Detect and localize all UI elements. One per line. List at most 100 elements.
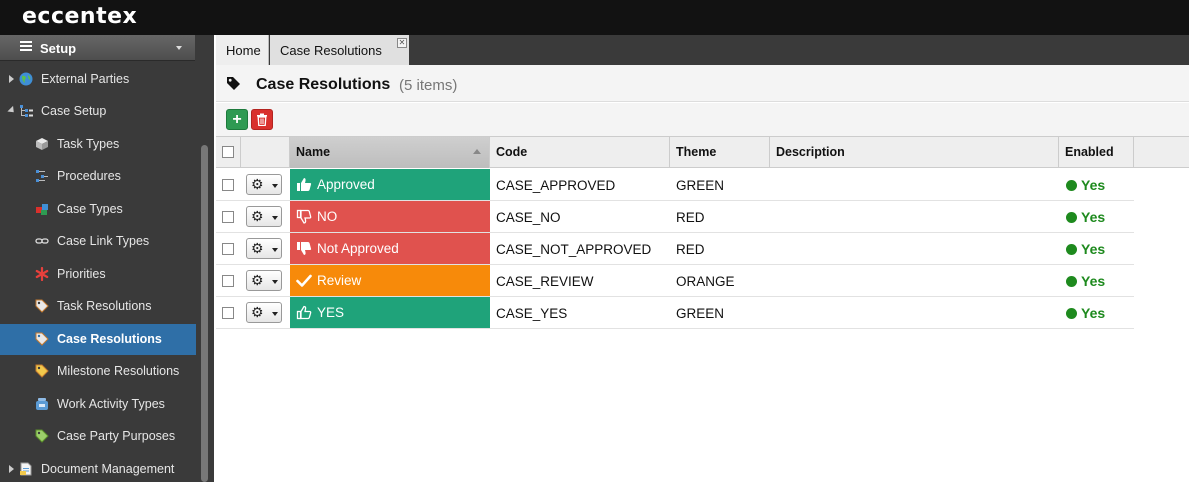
row-actions-button[interactable]: ⚙ [246,238,282,259]
main-panel: Case Resolutions (5 items) + Name Code [216,65,1189,482]
sidebar-item-procedures[interactable]: Procedures [0,161,196,191]
sidebar-item-label: Case Link Types [57,234,150,248]
resolution-code: CASE_YES [496,306,568,321]
sidebar-item-case-link-types[interactable]: Case Link Types [0,226,196,256]
check-icon [296,274,312,287]
sidebar-item-case-setup[interactable]: Case Setup [0,96,196,126]
status-dot-icon [1066,244,1077,255]
thumbs-down-icon [297,242,312,255]
sidebar-item-label: Task Types [57,137,120,151]
column-header-description[interactable]: Description [770,137,1059,168]
tab-case-resolutions[interactable]: Case Resolutions ✕ [270,35,409,65]
expand-arrow-icon[interactable] [9,465,14,473]
enabled-cell: Yes [1059,169,1134,200]
table-row[interactable]: ⚙ Approved CASE_APPROVED GREEN Yes [216,169,1134,201]
row-checkbox[interactable] [222,211,234,223]
table-row[interactable]: ⚙ YES CASE_YES GREEN Yes [216,297,1134,329]
link-icon [35,238,49,244]
resolution-code: CASE_APPROVED [496,178,616,193]
setup-menu-header[interactable]: Setup [0,35,195,61]
enabled-cell: Yes [1059,201,1134,232]
select-all-checkbox[interactable] [222,146,234,158]
hamburger-icon [20,41,32,51]
enabled-value: Yes [1081,273,1106,289]
cubes-icon [36,204,48,215]
expand-arrow-icon[interactable] [9,75,14,83]
row-actions-button[interactable]: ⚙ [246,270,282,291]
column-header-label: Theme [676,145,717,159]
thumbs-up-outline-icon [296,305,312,320]
chevron-down-icon [272,280,278,284]
name-cell: Approved [290,169,490,200]
table-row[interactable]: ⚙ Review CASE_REVIEW ORANGE Yes [216,265,1134,297]
delete-button[interactable] [251,109,273,130]
sidebar-item-label: Document Management [41,462,175,476]
grid-header: Name Code Theme Description Enabled [216,136,1189,168]
resolution-theme: GREEN [676,306,725,321]
theme-cell: RED [670,201,770,232]
row-actions-button[interactable]: ⚙ [246,302,282,323]
row-checkbox[interactable] [222,179,234,191]
sidebar-item-label: Case Resolutions [57,332,162,346]
tab-bar: Home Case Resolutions ✕ [216,35,1189,65]
column-header-enabled[interactable]: Enabled [1059,137,1134,168]
sidebar-item-case-types[interactable]: Case Types [0,194,196,224]
sidebar-item-task-types[interactable]: Task Types [0,129,196,159]
sidebar-item-label: External Parties [41,72,130,86]
table-row[interactable]: ⚙ Not Approved CASE_NOT_APPROVED RED Yes [216,233,1134,265]
sidebar: Setup External Parties Case Setup Task T… [0,35,214,482]
resolution-code: CASE_NO [496,210,561,225]
thumbs-down-outline-icon [296,209,312,224]
row-actions-button[interactable]: ⚙ [246,206,282,227]
sidebar-item-milestone-resolutions[interactable]: Milestone Resolutions [0,356,196,386]
sidebar-item-work-activity-types[interactable]: Work Activity Types [0,389,196,419]
sidebar-item-label: Case Types [57,202,123,216]
sidebar-item-case-party-purposes[interactable]: Case Party Purposes [0,421,196,451]
resolution-code: CASE_REVIEW [496,274,594,289]
row-actions-button[interactable]: ⚙ [246,174,282,195]
tab-label: Case Resolutions [280,43,382,58]
enabled-value: Yes [1081,305,1106,321]
sidebar-item-label: Task Resolutions [57,299,152,313]
tag-icon [35,332,49,346]
table-row[interactable]: ⚙ NO CASE_NO RED Yes [216,201,1134,233]
sidebar-item-label: Procedures [57,169,121,183]
description-cell [770,169,1059,200]
sidebar-item-priorities[interactable]: Priorities [0,259,196,289]
gear-icon: ⚙ [251,304,264,320]
sidebar-item-case-resolutions[interactable]: Case Resolutions [0,324,196,355]
collapse-arrow-icon[interactable] [7,105,17,116]
row-checkbox[interactable] [222,275,234,287]
enabled-cell: Yes [1059,265,1134,296]
close-icon[interactable]: ✕ [397,38,407,48]
cube-icon [36,138,48,150]
row-checkbox[interactable] [222,243,234,255]
sidebar-scrollbar[interactable] [201,145,208,482]
tag-green-icon [35,429,49,443]
tab-home[interactable]: Home [216,35,269,65]
sidebar-item-external-parties[interactable]: External Parties [0,64,196,94]
sidebar-item-label: Case Setup [41,104,107,118]
column-header-theme[interactable]: Theme [670,137,770,168]
resolution-name: YES [317,305,345,320]
column-header-code[interactable]: Code [490,137,670,168]
column-header-name[interactable]: Name [290,137,490,168]
resolution-code: CASE_NOT_APPROVED [496,242,652,257]
grid-toolbar: + [216,103,1189,136]
sidebar-item-label: Work Activity Types [57,397,165,411]
code-cell: CASE_APPROVED [490,169,670,200]
sidebar-item-task-resolutions[interactable]: Task Resolutions [0,291,196,321]
sidebar-item-document-management[interactable]: Document Management [0,454,196,482]
enabled-value: Yes [1081,241,1106,257]
status-dot-icon [1066,308,1077,319]
row-checkbox[interactable] [222,307,234,319]
add-button[interactable]: + [226,109,248,130]
gear-icon: ⚙ [251,240,264,256]
chevron-down-icon [272,248,278,252]
code-cell: CASE_YES [490,297,670,328]
column-header-label: Description [776,145,845,159]
gear-icon: ⚙ [251,272,264,288]
description-cell [770,233,1059,264]
sidebar-item-label: Case Party Purposes [57,429,176,443]
app-logo: eccentex [22,4,138,29]
